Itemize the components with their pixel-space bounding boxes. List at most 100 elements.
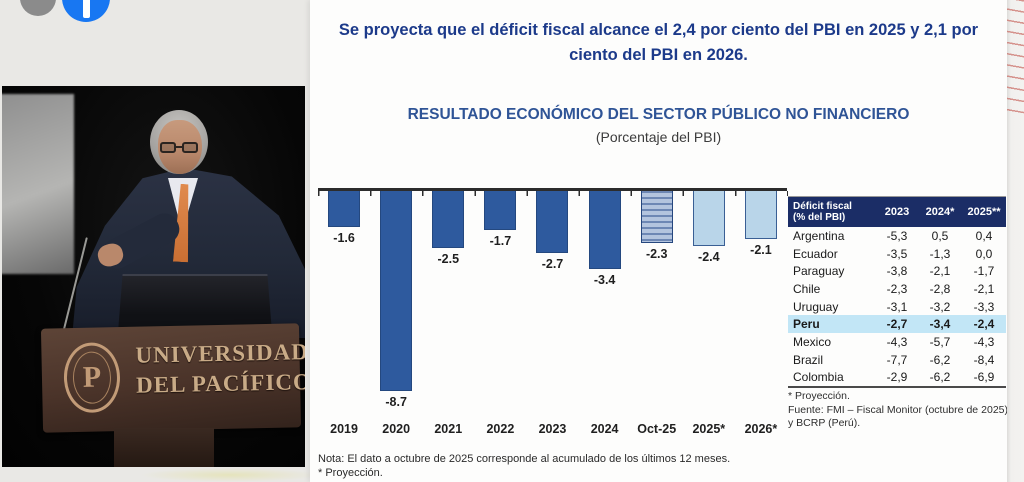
right-edge-strip: [1007, 0, 1024, 482]
bar-slot-2023: -2.7: [526, 190, 578, 421]
bar-slot-2020: -8.7: [370, 190, 422, 421]
app-glyph-icon: [83, 0, 90, 18]
podium-university-name-line1: UNIVERSIDAD: [135, 339, 305, 368]
bar-slot-2022: -1.7: [474, 190, 526, 421]
glasses-left-lens: [160, 142, 176, 153]
country-cell: Mexico: [793, 334, 832, 349]
value-cell-2023: -2,3: [886, 281, 908, 296]
value-cell-2023: -2,7: [886, 317, 908, 332]
bar-2023: [536, 190, 569, 253]
headline-line2: ciento del PBI en 2026.: [569, 46, 748, 64]
value-cell-2024*: -2,1: [929, 264, 951, 279]
bar-2025*: [692, 190, 725, 246]
bar-value-label-2025*: -2.4: [698, 249, 720, 264]
table-footnotes: * Proyección. Fuente: FMI – Fiscal Monit…: [788, 390, 1008, 431]
x-tick-label-2022: 2022: [486, 422, 515, 436]
country-cell: Chile: [793, 281, 821, 296]
bar-slot-Oct-25: -2.3: [631, 190, 683, 421]
bar-2019: [328, 190, 361, 228]
value-cell-2025**: -6,9: [973, 370, 995, 385]
value-cell-2025**: 0,4: [975, 228, 993, 243]
value-cell-2023: -4,3: [886, 334, 908, 349]
x-tick-label-2021: 2021: [434, 422, 463, 436]
bar-value-label-2021: -2.5: [437, 252, 460, 266]
value-cell-2025**: -4,3: [973, 334, 995, 349]
value-cell-2023: -3,5: [886, 246, 908, 261]
table-header-row: Déficit fiscal (% del PBI) 2023 2024* 20…: [788, 197, 1006, 227]
projection-screen: [2, 94, 74, 274]
bar-value-label-2022: -1.7: [489, 233, 512, 248]
value-cell-2025**: 0,0: [975, 246, 993, 261]
headline-line1: Se proyecta que el déficit fiscal alcanc…: [338, 21, 979, 39]
table-row-ecuador: Ecuador -3,5 -1,3 0,0: [788, 245, 1006, 263]
value-cell-2024*: -3,4: [929, 317, 951, 332]
chart-note: Nota: El dato a octubre de 2025 correspo…: [318, 452, 730, 480]
chart-note-line1: Nota: El dato a octubre de 2025 correspo…: [318, 453, 731, 465]
x-tick-label-2023: 2023: [538, 422, 567, 436]
table-row-peru: Peru -2,7 -3,4 -2,4: [788, 315, 1006, 334]
value-cell-2025**: -2,1: [973, 281, 995, 296]
bar-value-label-2026*: -2.1: [750, 242, 772, 257]
watermark-smudge: [140, 468, 320, 482]
value-cell-2023: -3,1: [886, 299, 908, 314]
bar-value-label-2023: -2.7: [541, 256, 564, 271]
glasses-bridge: [175, 146, 183, 148]
chart-subtitle: (Porcentaje del PBI): [595, 129, 722, 145]
value-cell-2025**: -2,4: [973, 317, 995, 332]
bar-2026*: [744, 190, 777, 239]
seal-inner-ring: [72, 351, 112, 405]
table-row-chile: Chile -2,3 -2,8 -2,1: [788, 280, 1006, 298]
table-row-uruguay: Uruguay -3,1 -3,2 -3,3: [788, 298, 1006, 316]
value-cell-2025**: -3,3: [973, 299, 995, 314]
x-tick-label-2019: 2019: [330, 422, 358, 436]
bar-slot-2021: -2.5: [422, 190, 474, 421]
country-cell: Ecuador: [793, 246, 838, 261]
country-cell: Colombia: [793, 370, 844, 385]
speaker-video-feed[interactable]: P UNIVERSIDAD DEL PACÍFICO: [2, 86, 305, 467]
table-header-label: Déficit fiscal (% del PBI): [793, 201, 852, 223]
glasses-right-lens: [182, 142, 198, 153]
x-tick-label-2026*: 2026*: [744, 422, 778, 436]
bar-Oct-25: [640, 190, 673, 244]
country-cell: Peru: [793, 317, 820, 332]
value-cell-2024*: -6,2: [929, 370, 951, 385]
university-seal-icon: P: [63, 342, 121, 414]
table-row-colombia: Colombia -2,9 -6,2 -6,9: [788, 369, 1006, 387]
bar-slot-2019: -1.6: [318, 190, 370, 421]
value-cell-2025**: -1,7: [973, 264, 995, 279]
blue-app-icon[interactable]: [62, 0, 110, 22]
table-footnote-source: Fuente: FMI – Fiscal Monitor (octubre de…: [788, 403, 1008, 430]
chart-zero-axis: [318, 188, 787, 191]
bar-value-label-2024: -3.4: [593, 272, 616, 287]
bar-2021: [432, 190, 465, 248]
bar-chart: -1.6 -8.7 -2.5 -1.7 -2.7 -3.4 -2.3 -2.4 -2.1 201…: [318, 188, 788, 450]
value-cell-2024*: -6,2: [929, 352, 951, 367]
value-cell-2024*: -3,2: [929, 299, 951, 314]
bar-value-label-2020: -8.7: [385, 394, 407, 409]
podium-base: [114, 428, 214, 467]
podium-university-name-line2: DEL PACÍFICO: [135, 369, 305, 398]
bar-2020: [380, 190, 413, 391]
table-footnote-projection: * Proyección.: [788, 390, 850, 402]
table-header-2024: 2024*: [925, 206, 955, 218]
table-row-argentina: Argentina -5,3 0,5 0,4: [788, 227, 1006, 245]
value-cell-2025**: -8,4: [973, 352, 995, 367]
chart-note-line2: * Proyección.: [318, 467, 383, 479]
podium: P UNIVERSIDAD DEL PACÍFICO: [40, 323, 305, 433]
country-cell: Brazil: [793, 352, 824, 367]
country-cell: Uruguay: [793, 299, 839, 314]
bar-slot-2025*: -2.4: [683, 190, 735, 421]
value-cell-2023: -5,3: [886, 228, 908, 243]
table-row-paraguay: Paraguay -3,8 -2,1 -1,7: [788, 262, 1006, 280]
x-tick-label-2020: 2020: [382, 422, 411, 436]
value-cell-2024*: -2,8: [929, 281, 951, 296]
chart-title: RESULTADO ECONÓMICO DEL SECTOR PÚBLICO N…: [407, 106, 910, 123]
chart-x-labels: 2019 2020 2021 2022 2023 2024 Oct-25 2025* 2026*: [318, 422, 787, 436]
x-tick-label-2025*: 2025*: [692, 422, 726, 436]
deficit-table: Déficit fiscal (% del PBI) 2023 2024* 20…: [788, 196, 1006, 389]
profile-circle-icon[interactable]: [20, 0, 56, 16]
value-cell-2023: -2,9: [886, 370, 908, 385]
x-tick-label-2024: 2024: [590, 422, 619, 436]
bar-slot-2024: -3.4: [579, 190, 631, 421]
value-cell-2024*: -5,7: [929, 334, 951, 349]
